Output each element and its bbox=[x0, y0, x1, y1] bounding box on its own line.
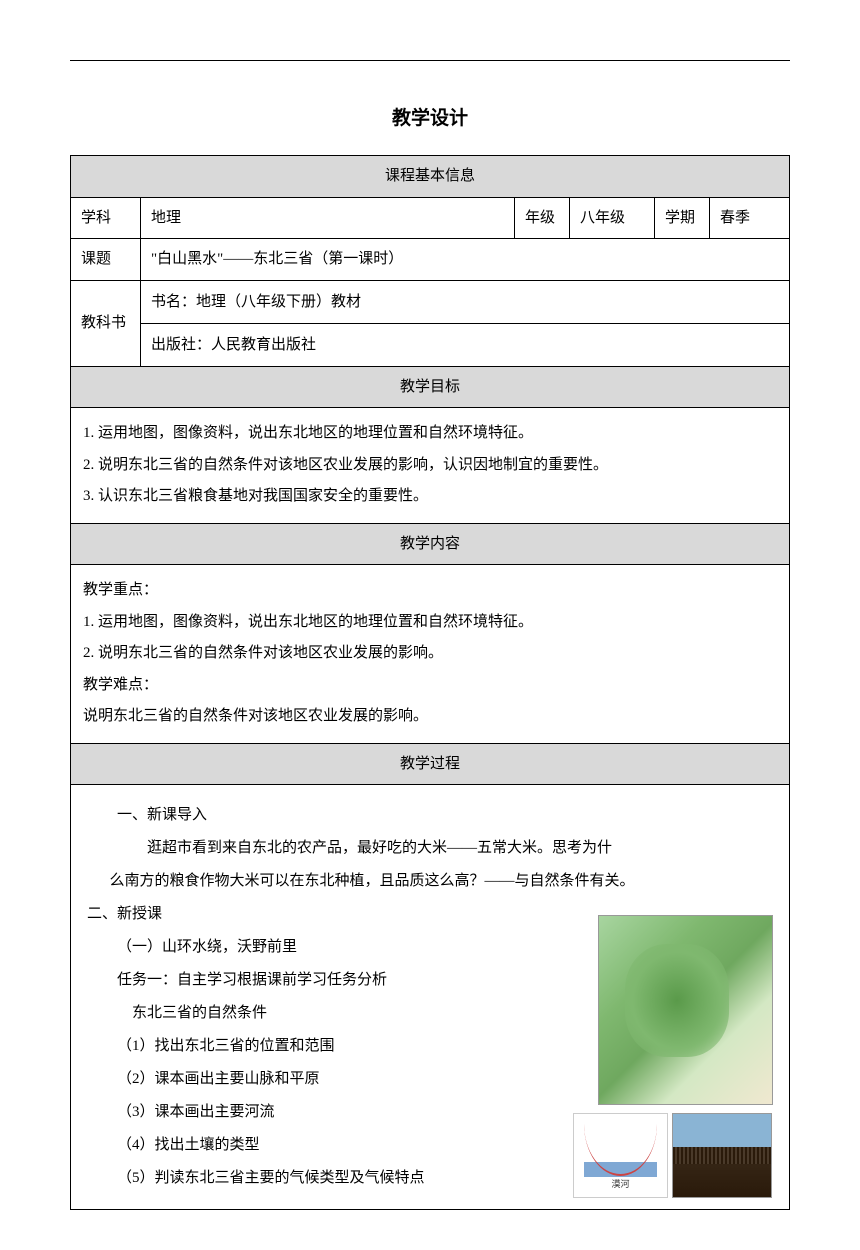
value-book-name: 书名：地理（八年级下册）教材 bbox=[141, 280, 790, 323]
goal-line-2: 2. 说明东北三省的自然条件对该地区农业发展的影响，认识因地制宜的重要性。 bbox=[83, 450, 777, 482]
label-topic: 课题 bbox=[71, 239, 141, 281]
difficulty-1: 说明东北三省的自然条件对该地区农业发展的影响。 bbox=[83, 701, 777, 733]
value-publisher: 出版社：人民教育出版社 bbox=[141, 323, 790, 366]
goal-line-1: 1. 运用地图，图像资料，说出东北地区的地理位置和自然环境特征。 bbox=[83, 418, 777, 450]
chart-photo-row: 漠河 bbox=[573, 1113, 773, 1198]
value-grade: 八年级 bbox=[570, 197, 655, 239]
image-area: 漠河 bbox=[573, 915, 773, 1198]
label-term: 学期 bbox=[655, 197, 710, 239]
section-process-header: 教学过程 bbox=[71, 743, 790, 785]
label-grade: 年级 bbox=[515, 197, 570, 239]
difficulties-label: 教学难点： bbox=[83, 670, 777, 702]
teaching-content: 教学重点： 1. 运用地图，图像资料，说出东北地区的地理位置和自然环境特征。 2… bbox=[71, 565, 790, 744]
value-topic: "白山黑水"——东北三省（第一课时） bbox=[141, 239, 790, 281]
keypoint-2: 2. 说明东北三省的自然条件对该地区农业发展的影响。 bbox=[83, 638, 777, 670]
label-subject: 学科 bbox=[71, 197, 141, 239]
process-p2b: 么南方的粮食作物大米可以在东北种植，且品质这么高？——与自然条件有关。 bbox=[87, 865, 773, 898]
process-p2: 逛超市看到来自东北的农产品，最好吃的大米——五常大米。思考为什 bbox=[87, 832, 773, 865]
row-publisher: 出版社：人民教育出版社 bbox=[71, 323, 790, 366]
chart-label: 漠河 bbox=[574, 1175, 667, 1195]
row-topic: 课题 "白山黑水"——东北三省（第一课时） bbox=[71, 239, 790, 281]
value-subject: 地理 bbox=[141, 197, 515, 239]
section-content-header: 教学内容 bbox=[71, 523, 790, 565]
value-term: 春季 bbox=[710, 197, 790, 239]
keypoint-1: 1. 运用地图，图像资料，说出东北地区的地理位置和自然环境特征。 bbox=[83, 607, 777, 639]
goals-content: 1. 运用地图，图像资料，说出东北地区的地理位置和自然环境特征。 2. 说明东北… bbox=[71, 408, 790, 524]
row-textbook: 教科书 书名：地理（八年级下册）教材 bbox=[71, 280, 790, 323]
field-photo bbox=[672, 1113, 772, 1198]
climate-chart: 漠河 bbox=[573, 1113, 668, 1198]
process-content: 一、新课导入 逛超市看到来自东北的农产品，最好吃的大米——五常大米。思考为什 么… bbox=[71, 785, 790, 1210]
keypoints-label: 教学重点： bbox=[83, 575, 777, 607]
label-textbook: 教科书 bbox=[71, 280, 141, 366]
goal-line-3: 3. 认识东北三省粮食基地对我国国家安全的重要性。 bbox=[83, 481, 777, 513]
lesson-plan-table: 课程基本信息 学科 地理 年级 八年级 学期 春季 课题 "白山黑水"——东北三… bbox=[70, 155, 790, 1210]
map-image bbox=[598, 915, 773, 1105]
row-subject: 学科 地理 年级 八年级 学期 春季 bbox=[71, 197, 790, 239]
top-rule bbox=[70, 60, 790, 61]
process-p1: 一、新课导入 bbox=[87, 799, 773, 832]
document-title: 教学设计 bbox=[70, 101, 790, 137]
section-goals-header: 教学目标 bbox=[71, 366, 790, 408]
section-basic-info-header: 课程基本信息 bbox=[71, 156, 790, 198]
